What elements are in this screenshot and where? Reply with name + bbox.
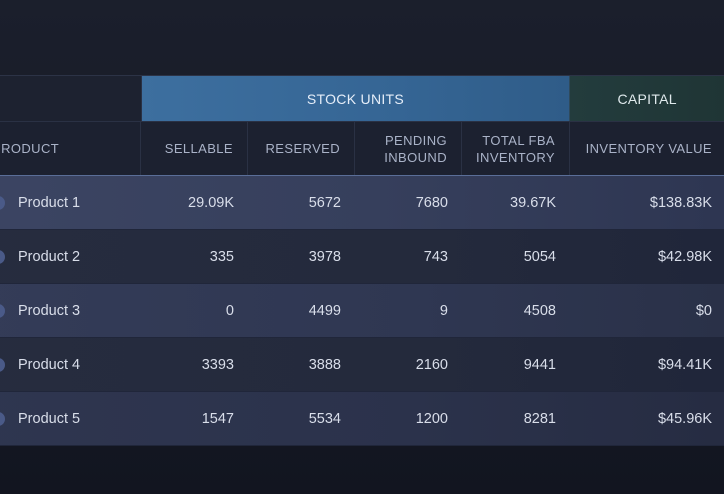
column-header-product[interactable]: PRODUCT <box>0 122 141 175</box>
reserved-cell: 3888 <box>308 356 341 373</box>
product-thumbnail-icon <box>0 195 5 210</box>
reserved-cell: 5672 <box>308 194 341 211</box>
group-header-stock-units: STOCK UNITS <box>141 76 571 121</box>
group-header-empty <box>0 76 142 121</box>
table-row[interactable]: Product 4 3393 3888 2160 9441 $94.41K <box>0 338 724 392</box>
table-row[interactable]: Product 5 1547 5534 1200 8281 $45.96K <box>0 392 724 446</box>
pending-inbound-cell: 743 <box>423 248 448 265</box>
pending-inbound-cell: 7680 <box>415 194 448 211</box>
reserved-cell: 4499 <box>308 302 341 319</box>
total-fba-cell: 4508 <box>523 302 556 319</box>
inventory-value-cell: $0 <box>695 302 712 319</box>
pending-inbound-cell: 1200 <box>415 410 448 427</box>
column-header-inventory-value[interactable]: INVENTORY VALUE <box>585 141 712 156</box>
pending-inbound-cell: 9 <box>439 302 448 319</box>
product-thumbnail-icon <box>0 303 5 318</box>
table-row[interactable]: Product 3 0 4499 9 4508 $0 <box>0 284 724 338</box>
column-header-total-fba-inventory[interactable]: TOTAL FBA INVENTORY <box>462 122 570 175</box>
product-cell: Product 2 <box>0 230 141 283</box>
group-header-capital: CAPITAL <box>570 76 724 121</box>
sellable-cell: 29.09K <box>188 194 234 211</box>
table-row[interactable]: Product 1 29.09K 5672 7680 39.67K $138.8… <box>0 176 724 230</box>
reserved-cell: 3978 <box>308 248 341 265</box>
product-name: Product 2 <box>18 248 81 265</box>
inventory-table: STOCK UNITS CAPITAL PRODUCT SELLABLE RES… <box>0 75 724 446</box>
product-name: Product 5 <box>18 410 81 427</box>
product-thumbnail-icon <box>0 411 5 426</box>
product-cell: Product 3 <box>0 284 141 337</box>
product-cell: Product 1 <box>0 176 141 229</box>
product-thumbnail-icon <box>0 357 5 372</box>
inventory-value-cell: $45.96K <box>657 410 712 427</box>
total-fba-cell: 8281 <box>523 410 556 427</box>
inventory-value-cell: $94.41K <box>657 356 712 373</box>
reserved-cell: 5534 <box>308 410 341 427</box>
column-header-row: PRODUCT SELLABLE RESERVED PENDING INBOUN… <box>0 121 724 176</box>
product-name: Product 4 <box>18 356 81 373</box>
column-header-pending-inbound[interactable]: PENDING INBOUND <box>355 122 462 175</box>
column-header-sellable[interactable]: SELLABLE <box>141 122 248 175</box>
sellable-cell: 0 <box>225 302 234 319</box>
product-thumbnail-icon <box>0 249 5 264</box>
sellable-cell: 335 <box>209 248 234 265</box>
sellable-cell: 1547 <box>201 410 234 427</box>
product-cell: Product 5 <box>0 392 141 445</box>
table-row[interactable]: Product 2 335 3978 743 5054 $42.98K <box>0 230 724 284</box>
product-name: Product 1 <box>18 194 81 211</box>
pending-inbound-cell: 2160 <box>415 356 448 373</box>
total-fba-cell: 9441 <box>523 356 556 373</box>
inventory-value-cell: $42.98K <box>657 248 712 265</box>
sellable-cell: 3393 <box>201 356 234 373</box>
group-header-row: STOCK UNITS CAPITAL <box>0 75 724 121</box>
inventory-value-cell: $138.83K <box>649 194 712 211</box>
column-header-reserved[interactable]: RESERVED <box>248 122 355 175</box>
product-name: Product 3 <box>18 302 81 319</box>
total-fba-cell: 5054 <box>523 248 556 265</box>
total-fba-cell: 39.67K <box>510 194 556 211</box>
product-cell: Product 4 <box>0 338 141 391</box>
